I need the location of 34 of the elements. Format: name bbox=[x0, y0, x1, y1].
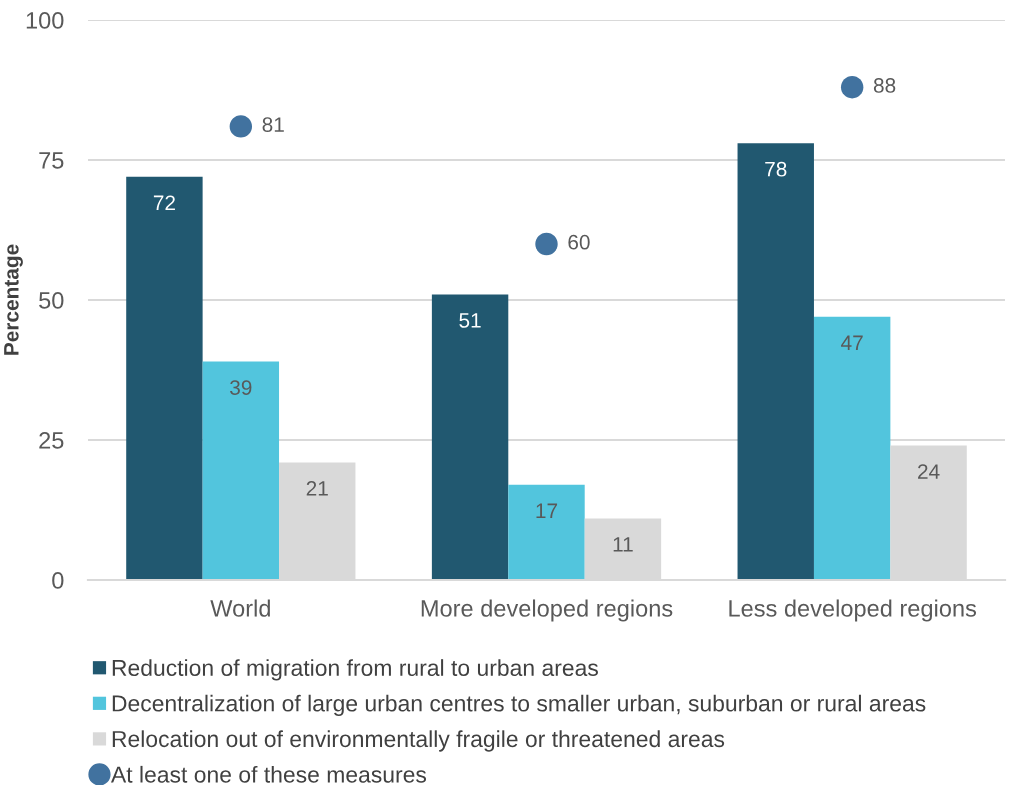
data-label: 60 bbox=[568, 234, 590, 250]
y-tick-label: 100 bbox=[26, 12, 64, 29]
legend-label: Relocation out of environmentally fragile or threatened areas bbox=[112, 730, 725, 752]
x-tick-label: More developed regions bbox=[421, 599, 673, 622]
data-label: 21 bbox=[306, 481, 328, 496]
x-tick-label: World bbox=[210, 599, 270, 617]
legend-label: Decentralization of large urban centres to smaller urban, suburban or rural areas bbox=[112, 694, 926, 717]
data-label: 78 bbox=[765, 161, 787, 177]
bar bbox=[202, 361, 280, 580]
bar bbox=[508, 484, 585, 580]
point bbox=[229, 115, 253, 138]
bar bbox=[126, 176, 203, 580]
bar bbox=[431, 294, 509, 580]
x-tick-label: Less developed regions bbox=[729, 599, 977, 622]
y-tick-label: 75 bbox=[39, 152, 64, 169]
data-label: 24 bbox=[918, 464, 940, 479]
point bbox=[840, 76, 864, 99]
data-label: 88 bbox=[873, 78, 896, 93]
legend-label: At least one of these measures bbox=[110, 765, 427, 783]
legend-label: Reduction of migration from rural to urban areas bbox=[112, 659, 598, 681]
bar bbox=[813, 316, 891, 580]
data-label: 51 bbox=[459, 313, 481, 328]
y-tick-label: 25 bbox=[39, 432, 64, 449]
data-label: 11 bbox=[613, 537, 633, 552]
y-tick-label: 50 bbox=[39, 292, 64, 309]
y-axis-title: Percentage bbox=[4, 244, 23, 355]
bar bbox=[737, 143, 814, 580]
data-label: 39 bbox=[230, 380, 252, 395]
data-label: 72 bbox=[153, 195, 175, 210]
y-tick-label: 0 bbox=[52, 572, 64, 589]
data-label: 17 bbox=[536, 503, 558, 518]
data-label: 47 bbox=[841, 335, 863, 350]
data-label: 81 bbox=[262, 117, 284, 132]
point bbox=[535, 232, 558, 256]
